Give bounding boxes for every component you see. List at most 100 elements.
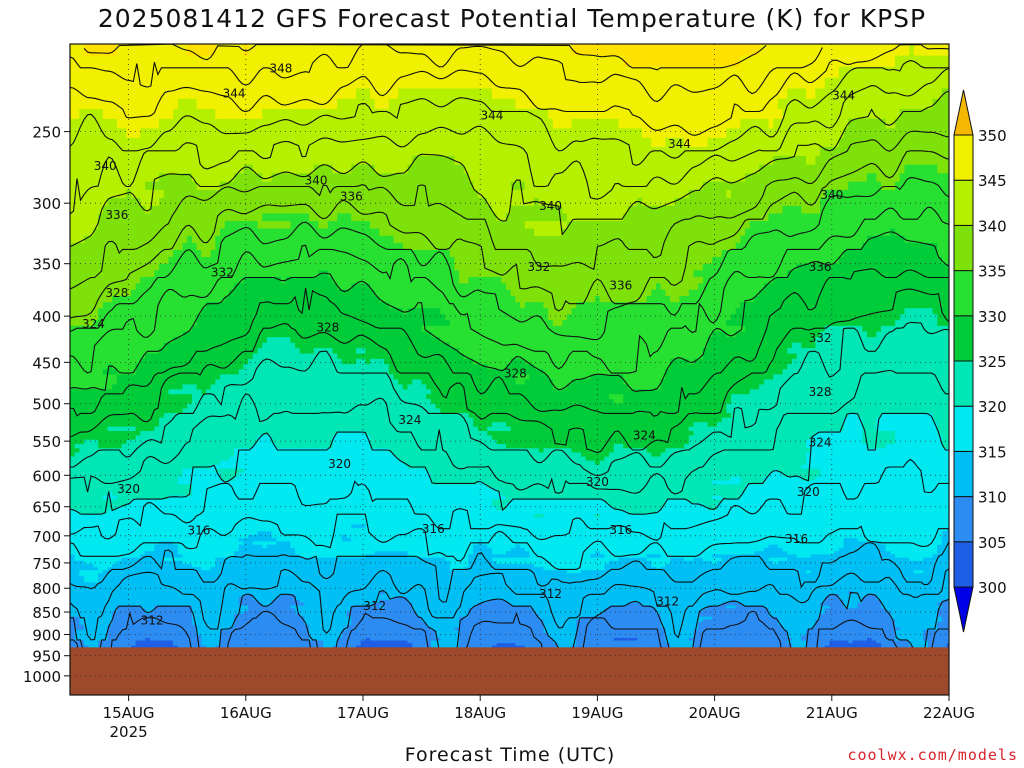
fill-cell: [98, 364, 103, 370]
fill-cell: [131, 56, 136, 68]
fill-cell: [215, 119, 220, 129]
fill-cell: [108, 427, 113, 432]
fill-cell: [150, 250, 155, 258]
fill-cell: [150, 477, 155, 481]
fill-cell: [93, 364, 98, 370]
fill-cell: [159, 44, 164, 56]
fill-cell: [215, 99, 220, 110]
fill-cell: [234, 190, 239, 199]
fill-cell: [173, 488, 178, 492]
fill-cell: [192, 399, 197, 404]
fill-cell: [225, 528, 230, 532]
fill-cell: [84, 359, 89, 365]
fill-cell: [70, 290, 75, 297]
fill-cell: [136, 348, 141, 354]
fill-cell: [75, 109, 80, 119]
fill-cell: [140, 173, 145, 182]
fill-cell: [154, 206, 159, 214]
fill-cell: [211, 156, 216, 165]
fill-cell: [164, 147, 169, 157]
fill-cell: [220, 302, 225, 309]
fill-cell: [178, 264, 183, 271]
fill-cell: [103, 348, 108, 354]
fill-cell: [70, 221, 75, 229]
fill-cell: [150, 469, 155, 474]
fill-cell: [229, 389, 234, 394]
fill-cell: [220, 257, 225, 264]
fill-cell: [183, 337, 188, 343]
fill-cell: [211, 308, 216, 315]
fill-cell: [79, 296, 84, 303]
fill-cell: [215, 507, 220, 511]
fill-cell: [103, 264, 108, 271]
fill-cell: [211, 332, 216, 338]
fill-cell: [89, 404, 94, 409]
fill-cell: [140, 138, 145, 148]
fill-cell: [84, 128, 89, 138]
fill-cell: [201, 138, 206, 148]
fill-cell: [89, 56, 94, 68]
fill-cell: [159, 364, 164, 370]
fill-cell: [98, 484, 103, 488]
fill-cell: [187, 229, 192, 237]
fill-cell: [225, 435, 230, 440]
fill-cell: [159, 404, 164, 409]
fill-cell: [183, 348, 188, 354]
fill-cell: [168, 236, 173, 244]
fill-cell: [108, 320, 113, 326]
fill-cell: [168, 326, 173, 332]
fill-cell: [206, 469, 211, 474]
fill-cell: [197, 473, 202, 478]
fill-cell: [89, 492, 94, 496]
fill-cell: [187, 257, 192, 264]
fill-cell: [122, 404, 127, 409]
fill-cell: [183, 422, 188, 427]
fill-cell: [159, 448, 164, 453]
fill-cell: [220, 337, 225, 343]
fill-cell: [122, 427, 127, 432]
fill-cell: [187, 296, 192, 303]
fill-cell: [103, 431, 108, 436]
fill-cell: [108, 521, 113, 525]
fill-cell: [183, 314, 188, 320]
fill-cell: [117, 431, 122, 436]
fill-cell: [136, 277, 141, 284]
fill-cell: [117, 440, 122, 445]
fill-cell: [108, 408, 113, 413]
fill-cell: [84, 56, 89, 68]
fill-cell: [229, 165, 234, 174]
fill-cell: [229, 457, 234, 462]
fill-cell: [89, 337, 94, 343]
fill-cell: [215, 492, 220, 496]
fill-cell: [117, 109, 122, 119]
fill-cell: [159, 469, 164, 474]
fill-cell: [131, 444, 136, 449]
fill-cell: [168, 394, 173, 399]
fill-cell: [98, 488, 103, 492]
fill-cell: [159, 78, 164, 89]
fill-cell: [136, 190, 141, 199]
fill-cell: [159, 484, 164, 488]
fill-cell: [215, 374, 220, 380]
fill-cell: [108, 431, 113, 436]
fill-cell: [93, 206, 98, 214]
fill-cell: [70, 499, 75, 503]
fill-cell: [173, 354, 178, 360]
fill-cell: [168, 302, 173, 309]
fill-cell: [183, 457, 188, 462]
fill-cell: [122, 165, 127, 174]
fill-cell: [178, 389, 183, 394]
fill-cell: [201, 461, 206, 466]
fill-cell: [154, 270, 159, 277]
fill-cell: [150, 394, 155, 399]
fill-cell: [145, 326, 150, 332]
fill-cell: [131, 374, 136, 380]
fill-cell: [103, 427, 108, 432]
fill-cell: [164, 128, 169, 138]
fill-cell: [140, 320, 145, 326]
fill-cell: [131, 465, 136, 470]
fill-cell: [211, 109, 216, 119]
fill-cell: [206, 326, 211, 332]
fill-cell: [164, 484, 169, 488]
fill-cell: [112, 343, 117, 349]
